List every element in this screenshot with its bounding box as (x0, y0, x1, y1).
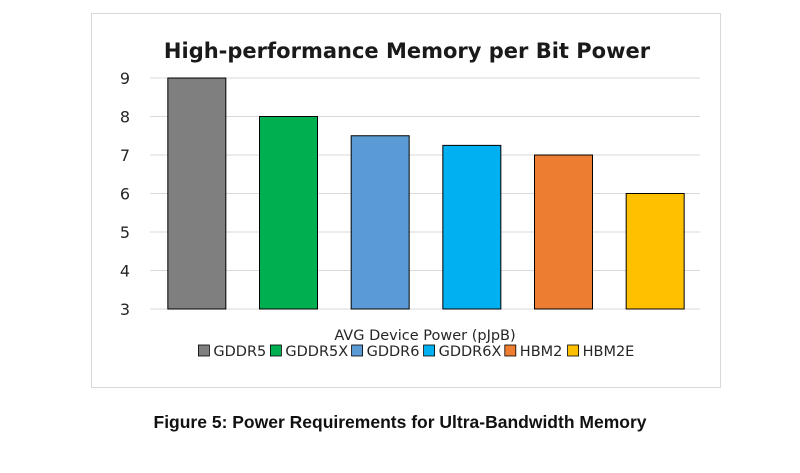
y-tick-label: 9 (120, 69, 130, 88)
legend-swatch-hbm2e (567, 344, 580, 357)
legend-label-hbm2: HBM2 (520, 344, 563, 360)
y-tick-label: 4 (120, 262, 130, 281)
y-tick-label: 7 (120, 146, 130, 165)
legend-label-gddr5: GDDR5 (213, 344, 266, 360)
chart-frame: High-performance Memory per Bit Power 9 8… (91, 13, 721, 388)
bar-gddr6x (442, 144, 502, 310)
legend-swatch-gddr5 (198, 344, 210, 357)
y-tick-label: 5 (120, 223, 130, 242)
bar-hbm2e (625, 193, 685, 310)
y-tick-label: 6 (120, 185, 130, 204)
gridlines (150, 77, 700, 310)
legend-label-gddr6: GDDR6 (367, 344, 420, 360)
y-tick-label: 3 (120, 300, 130, 319)
bar-gddr5x (259, 116, 318, 310)
y-tick-label: 8 (120, 108, 130, 127)
legend-swatch-gddr5x (269, 344, 282, 357)
legend-label-gddr5x: GDDR5X (285, 344, 348, 360)
figure-caption: Figure 5: Power Requirements for Ultra-B… (153, 412, 647, 432)
legend: GDDR5 GDDR5X GDDR6 GDDR6X HBM2 HBM2E (198, 344, 634, 360)
bar-gddr6 (350, 135, 410, 310)
bar-gddr5 (167, 77, 227, 310)
legend-swatch-gddr6x (423, 344, 436, 357)
legend-label-hbm2e: HBM2E (583, 344, 635, 360)
y-axis-ticks: 9 8 7 6 5 4 3 (120, 69, 130, 319)
legend-label-gddr6x: GDDR6X (439, 344, 502, 360)
legend-swatch-hbm2 (504, 344, 517, 357)
bars (167, 77, 685, 310)
bar-chart: High-performance Memory per Bit Power 9 8… (120, 39, 700, 360)
legend-swatch-gddr6 (351, 344, 364, 357)
x-axis-label: AVG Device Power (pJpB) (334, 328, 515, 344)
chart-title: High-performance Memory per Bit Power (164, 39, 651, 63)
bar-hbm2 (534, 154, 593, 310)
